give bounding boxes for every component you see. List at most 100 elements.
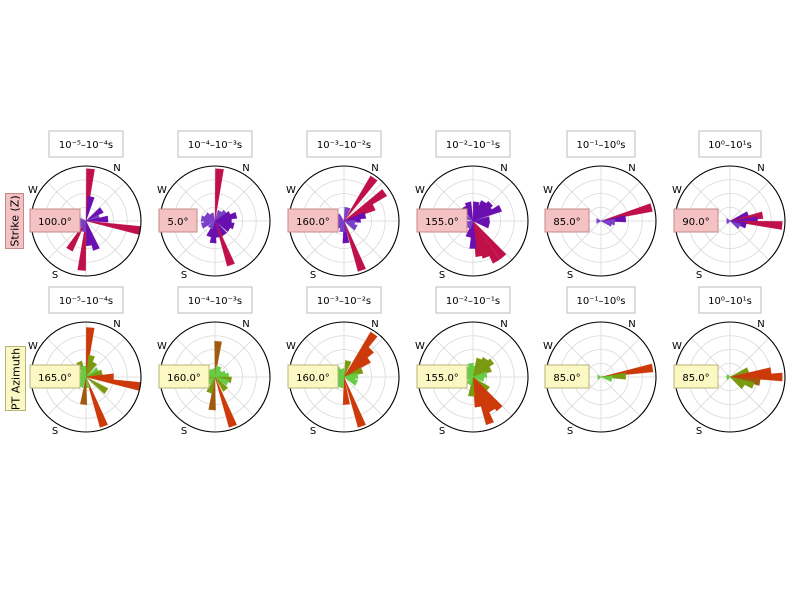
period-label: 10⁻⁵–10⁻⁴s [59,140,113,151]
value-label: 165.0° [38,373,72,384]
grid-spoke [690,220,731,261]
rose-bar [597,374,602,381]
value-box [158,364,210,389]
value-label: 85.0° [682,373,709,384]
rose-bar [596,218,602,224]
rose-bar [214,168,224,222]
value-box [673,364,719,389]
period-box [566,130,636,158]
compass-label-n: N [628,163,635,174]
grid-spoke [561,376,602,417]
value-box [673,208,719,233]
rose-bar [468,376,475,397]
rose-bar [600,363,654,378]
rose-bar [729,376,746,390]
compass-label-n: N [628,319,635,330]
rose-bar [600,372,627,380]
grid-spoke [343,181,384,222]
compass-label-n: N [371,319,378,330]
compass-label-s: S [696,270,702,281]
compass-label-n: N [500,319,507,330]
compass-label-w: W [286,185,296,196]
rose-bar [214,376,237,428]
value-label: 85.0° [553,217,580,228]
grid-spoke [175,220,216,261]
rose-bar [729,220,742,230]
compass-label-n: N [113,319,120,330]
rose-bar [342,376,350,405]
period-box [177,286,253,314]
rose-bar [726,217,731,224]
grid-spoke [85,220,126,261]
rose-bar [80,376,88,405]
rose-bar [343,376,358,386]
compass-label-s: S [52,426,58,437]
compass-label-n: N [113,163,120,174]
period-box [306,130,382,158]
rose-bar [343,376,366,428]
grid-spoke [85,376,126,417]
grid-spoke [561,220,602,261]
compass-label-w: W [157,341,167,352]
compass-label-s: S [439,426,445,437]
compass-label-n: N [757,163,764,174]
compass-label-s: S [439,270,445,281]
compass-label-w: W [286,341,296,352]
value-label: 155.0° [425,217,459,228]
rose-bar [214,376,229,386]
compass-label-w: W [415,341,425,352]
grid-spoke [561,181,602,222]
period-label: 10⁰–10¹s [708,140,752,151]
compass-label-w: W [157,185,167,196]
compass-label-n: N [242,319,249,330]
compass-label-s: S [310,426,316,437]
compass-label-n: N [242,163,249,174]
rose-bar [80,365,87,378]
compass-label-w: W [543,185,553,196]
compass-label-s: S [52,270,58,281]
value-box [287,364,339,389]
compass-label-s: S [696,426,702,437]
rose-bar [206,376,216,394]
rose-bar [472,204,503,222]
value-label: 160.0° [296,373,330,384]
grid-spoke [690,337,731,378]
rose-bar [85,195,95,222]
value-box [544,208,590,233]
rose-bar [207,220,216,230]
grid-spoke [729,181,770,222]
period-box [48,130,124,158]
period-box [435,286,511,314]
rose-bar [464,201,474,222]
row-label-pt: PT Azimuth [5,346,26,411]
rose-bar [600,220,613,227]
compass-label-n: N [757,319,764,330]
rose-bar [467,362,474,378]
period-box [698,286,762,314]
grid-spoke [690,181,731,222]
grid-spoke [343,220,384,261]
value-label: 5.0° [168,217,189,228]
rose-bar [214,220,235,267]
value-label: 155.0° [425,373,459,384]
value-label: 85.0° [553,373,580,384]
rose-bar [208,212,216,222]
grid-spoke [600,181,641,222]
compass-label-n: N [371,163,378,174]
value-box [544,364,590,389]
rose-bar [66,220,87,252]
grid-spoke [343,376,384,417]
period-box [177,130,253,158]
period-label: 10⁻²–10⁻¹s [446,296,500,307]
value-label: 160.0° [296,217,330,228]
value-label: 160.0° [167,373,201,384]
value-label: 90.0° [682,217,709,228]
grid-spoke [690,376,731,417]
grid-spoke [600,337,641,378]
period-label: 10⁻¹–10⁰s [577,296,626,307]
compass-label-n: N [500,163,507,174]
rose-bar [600,203,653,222]
rose-bar [85,376,109,395]
compass-label-w: W [415,185,425,196]
value-box [29,208,81,233]
